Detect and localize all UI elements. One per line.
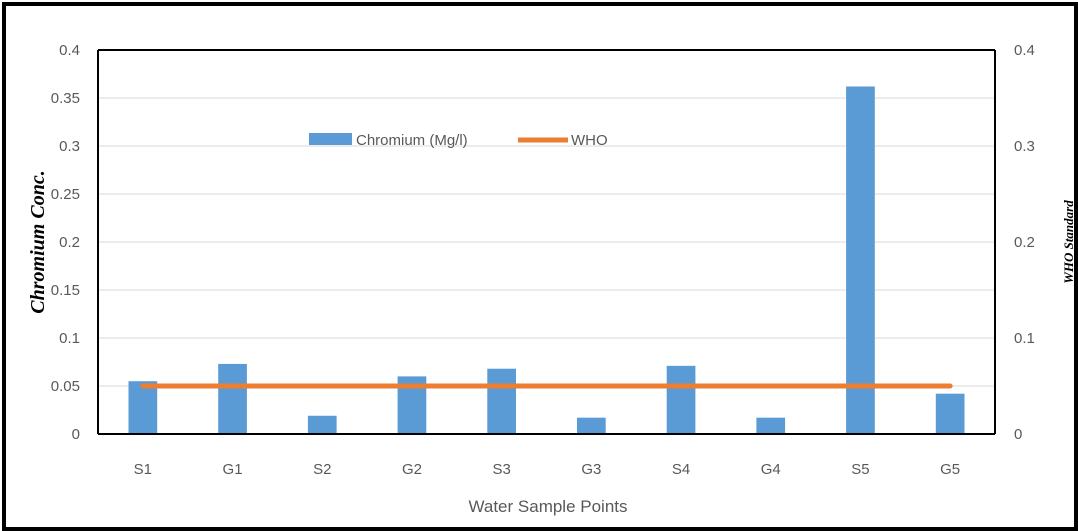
bar-G1 — [218, 363, 247, 434]
y-axis-ticks: 0 0.05 0.1 0.15 0.2 0.25 0.3 0.35 0.4 — [51, 42, 80, 443]
x-tick-label: G1 — [223, 461, 243, 478]
bar-S2 — [307, 415, 337, 434]
legend-label-chromium: Chromium (Mg/l) — [356, 132, 468, 149]
bar-G3 — [576, 417, 606, 434]
legend-swatch-chromium — [309, 133, 352, 145]
bar-series — [128, 86, 965, 434]
x-axis-title: Water Sample Points — [468, 497, 627, 516]
y2-tick-label: 0.4 — [1014, 42, 1035, 59]
y-tick-label: 0.1 — [59, 330, 80, 347]
y-tick-label: 0.2 — [59, 234, 80, 251]
y2-axis-ticks: 0 0.1 0.2 0.3 0.4 — [1014, 42, 1035, 443]
legend-label-who: WHO — [571, 132, 608, 149]
y-tick-label: 0.3 — [59, 138, 80, 155]
bar-G4 — [756, 417, 786, 434]
y2-axis-title: WHO Standard — [1061, 200, 1076, 284]
bar-S3 — [487, 368, 517, 434]
bar-S1 — [128, 381, 158, 434]
x-tick-label: G5 — [940, 461, 960, 478]
axes — [97, 49, 996, 435]
y-tick-label: 0.05 — [51, 378, 80, 395]
y-axis-title: Chromium Conc. — [27, 170, 49, 313]
y-tick-label: 0 — [72, 426, 80, 443]
y-tick-label: 0.35 — [51, 90, 80, 107]
y-tick-label: 0.25 — [51, 186, 80, 203]
y2-tick-label: 0.1 — [1014, 330, 1035, 347]
y2-tick-label: 0.2 — [1014, 234, 1035, 251]
y-tick-label: 0.15 — [51, 282, 80, 299]
x-tick-label: S4 — [672, 461, 690, 478]
y2-tick-label: 0.3 — [1014, 138, 1035, 155]
x-tick-label: G2 — [402, 461, 422, 478]
x-tick-label: S3 — [492, 461, 510, 478]
x-tick-label: G3 — [581, 461, 601, 478]
x-tick-label: S2 — [313, 461, 331, 478]
y2-tick-label: 0 — [1014, 426, 1022, 443]
x-axis-ticks: S1 G1 S2 G2 S3 G3 S4 G4 S5 G5 — [134, 461, 960, 478]
y-tick-label: 0.4 — [59, 42, 80, 59]
bar-S5 — [846, 86, 875, 434]
bar-G5 — [935, 393, 965, 434]
x-tick-label: S1 — [134, 461, 152, 478]
x-tick-label: S5 — [851, 461, 869, 478]
x-tick-label: G4 — [761, 461, 781, 478]
bar-S4 — [666, 365, 696, 434]
legend: Chromium (Mg/l) WHO — [309, 132, 608, 149]
